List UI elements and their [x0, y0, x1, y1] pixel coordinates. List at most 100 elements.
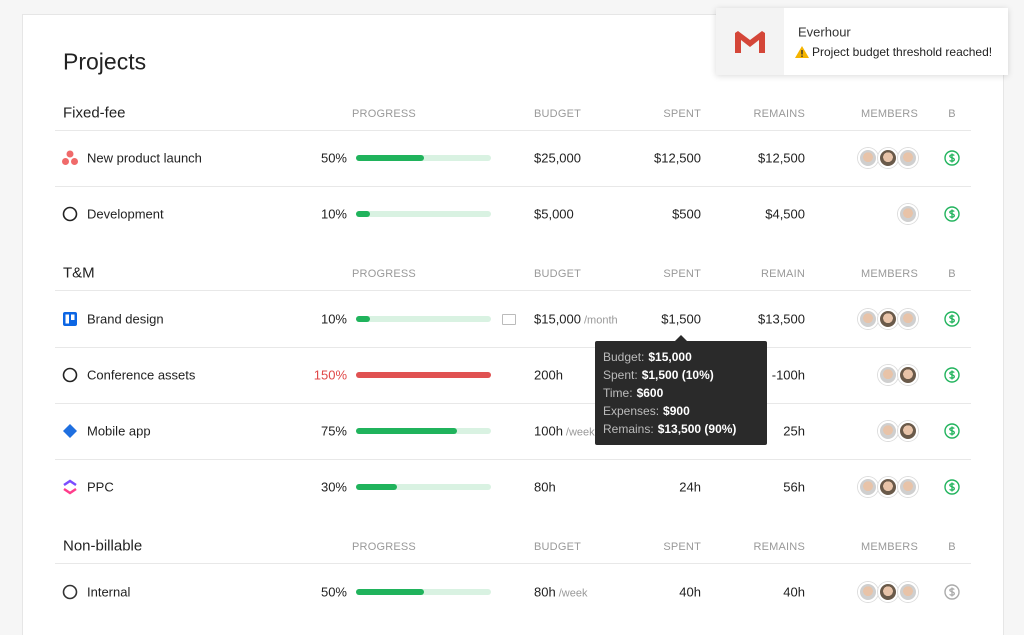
progress-percent: 50%: [320, 584, 347, 600]
project-icon: [63, 312, 77, 326]
gmail-icon: [735, 31, 765, 53]
tooltip-line: Budget: $15,000: [603, 350, 692, 364]
folder-icon: [502, 314, 516, 325]
tooltip-line: Expenses: $900: [603, 404, 690, 418]
column-header: SPENT: [663, 268, 701, 280]
spent: 40h: [679, 584, 701, 600]
budget-unit: /month: [584, 314, 618, 327]
budget-unit: /week: [558, 587, 588, 600]
tooltip-value: $1,500 (10%): [641, 368, 714, 382]
progress-bar: [356, 316, 370, 322]
tooltip-line: Time: $600: [603, 386, 663, 400]
remains: $12,500: [758, 150, 805, 166]
row-divider: [55, 403, 971, 404]
remains: -100h: [771, 367, 805, 383]
row-divider: [55, 186, 971, 187]
column-header: REMAINS: [753, 108, 805, 120]
project-name: New product launch: [87, 150, 202, 166]
notification[interactable]: Everhour Project budget threshold reache…: [716, 8, 1008, 75]
spent: $12,500: [654, 150, 701, 166]
column-header: MEMBERS: [860, 268, 918, 280]
column-header: B: [948, 541, 956, 553]
notification-icon-area: [716, 8, 784, 75]
column-header: PROGRESS: [352, 268, 416, 280]
progress-percent: 10%: [320, 206, 347, 222]
budget: 200h: [534, 367, 563, 383]
spent: $500: [672, 206, 701, 222]
progress-bar: [356, 155, 424, 161]
project-icon: [62, 150, 78, 165]
progress-track: [356, 316, 491, 322]
tooltip-label: Time:: [603, 386, 633, 400]
tooltip-value: $900: [663, 404, 690, 418]
remains: 56h: [783, 479, 805, 495]
column-header: REMAINS: [753, 541, 805, 553]
tooltip-value: $600: [636, 386, 664, 400]
column-header: SPENT: [663, 108, 701, 120]
billable-icon[interactable]: [944, 584, 960, 600]
member-avatar: [858, 309, 878, 329]
column-header: B: [948, 108, 956, 120]
member-avatar: [878, 582, 898, 602]
progress-percent: 50%: [320, 150, 347, 166]
tooltip-line: Remains: $13,500 (90%): [603, 422, 736, 436]
column-header: B: [948, 268, 956, 280]
column-header: REMAIN: [761, 268, 805, 280]
column-header: PROGRESS: [352, 108, 416, 120]
progress-track: [356, 211, 491, 217]
section-title: Fixed-fee: [63, 104, 126, 122]
tooltip-line: Spent: $1,500 (10%): [603, 368, 714, 382]
budget-cell: $5,000: [534, 207, 574, 222]
progress-track: [356, 484, 491, 490]
member-avatar: [858, 477, 878, 497]
row-divider: [55, 347, 971, 348]
project-icon: [62, 367, 78, 383]
header-divider: [55, 130, 971, 131]
remains: $13,500: [758, 311, 805, 327]
project-name: Internal: [87, 584, 131, 600]
billable-icon[interactable]: [944, 150, 960, 166]
header-divider: [55, 563, 971, 564]
member-avatar: [878, 477, 898, 497]
billable-icon[interactable]: [944, 479, 960, 495]
member-avatar: [898, 477, 918, 497]
member-avatar: [878, 421, 898, 441]
section-title: Non-billable: [63, 537, 143, 555]
billable-icon[interactable]: [944, 206, 960, 222]
project-name: PPC: [87, 479, 114, 495]
progress-bar: [356, 484, 397, 490]
progress-bar: [356, 372, 491, 378]
member-avatar: [878, 309, 898, 329]
page-title: Projects: [63, 48, 147, 75]
progress-track: [356, 589, 491, 595]
notification-message: Project budget threshold reached!: [812, 45, 993, 59]
progress-percent: 75%: [320, 423, 347, 439]
budget-cell: 100h/week: [534, 424, 595, 439]
tooltip-value: $13,500 (90%): [657, 422, 737, 436]
billable-icon[interactable]: [944, 423, 960, 439]
column-header: MEMBERS: [860, 108, 918, 120]
project-icon: [62, 584, 78, 600]
member-avatar: [898, 309, 918, 329]
budget: 80h: [534, 584, 556, 600]
column-header: BUDGET: [534, 541, 582, 553]
member-avatar: [878, 365, 898, 385]
billable-icon[interactable]: [944, 367, 960, 383]
progress-track: [356, 428, 491, 434]
member-avatar: [858, 582, 878, 602]
column-header: MEMBERS: [860, 541, 918, 553]
spent: 24h: [679, 479, 701, 495]
progress-percent: 150%: [313, 367, 347, 383]
billable-icon[interactable]: [944, 311, 960, 327]
column-header: BUDGET: [534, 108, 582, 120]
project-icon: [63, 424, 77, 438]
progress-bar: [356, 589, 424, 595]
budget-cell: 80h: [534, 480, 556, 495]
remains: 40h: [783, 584, 805, 600]
project-icon: [62, 206, 78, 222]
warning-icon: [795, 46, 809, 58]
budget-cell: $25,000: [534, 151, 581, 166]
project-name: Brand design: [87, 311, 164, 327]
progress-bar: [356, 428, 458, 434]
progress-percent: 30%: [320, 479, 347, 495]
